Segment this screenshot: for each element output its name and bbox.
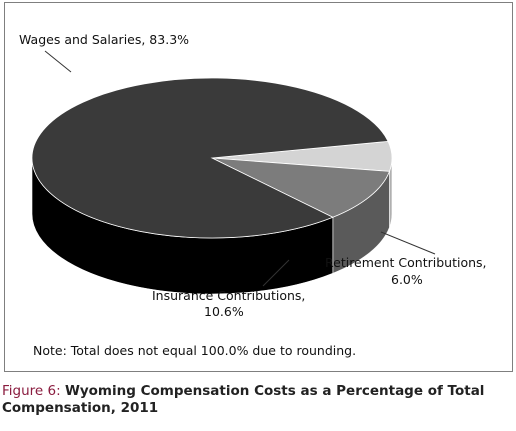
label-insurance-line1: Insurance Contributions, <box>152 288 305 303</box>
pie-slice-1 <box>211 157 391 218</box>
chart-frame: Wages and Salaries, 83.3% Retirement Con… <box>4 2 513 372</box>
label-retirement-line2: 6.0% <box>391 272 423 287</box>
label-wages: Wages and Salaries, 83.3% <box>19 32 189 47</box>
leader-line-retirement <box>380 231 436 255</box>
figure-caption: Figure 6: Wyoming Compensation Costs as … <box>2 383 502 417</box>
chart-note: Note: Total does not equal 100.0% due to… <box>33 343 357 358</box>
caption-title: Wyoming Compensation Costs as a Percenta… <box>2 383 485 416</box>
pie-group <box>31 77 393 295</box>
leader-line-insurance <box>262 259 290 287</box>
label-retirement-line1: Retirement Contributions, <box>325 255 487 270</box>
caption-prefix: Figure 6: <box>2 383 65 399</box>
pie-slice-0 <box>31 77 389 239</box>
pie-chart: Wages and Salaries, 83.3% Retirement Con… <box>19 32 487 319</box>
leader-line-wages <box>44 50 72 73</box>
label-insurance-line2: 10.6% <box>204 304 244 319</box>
